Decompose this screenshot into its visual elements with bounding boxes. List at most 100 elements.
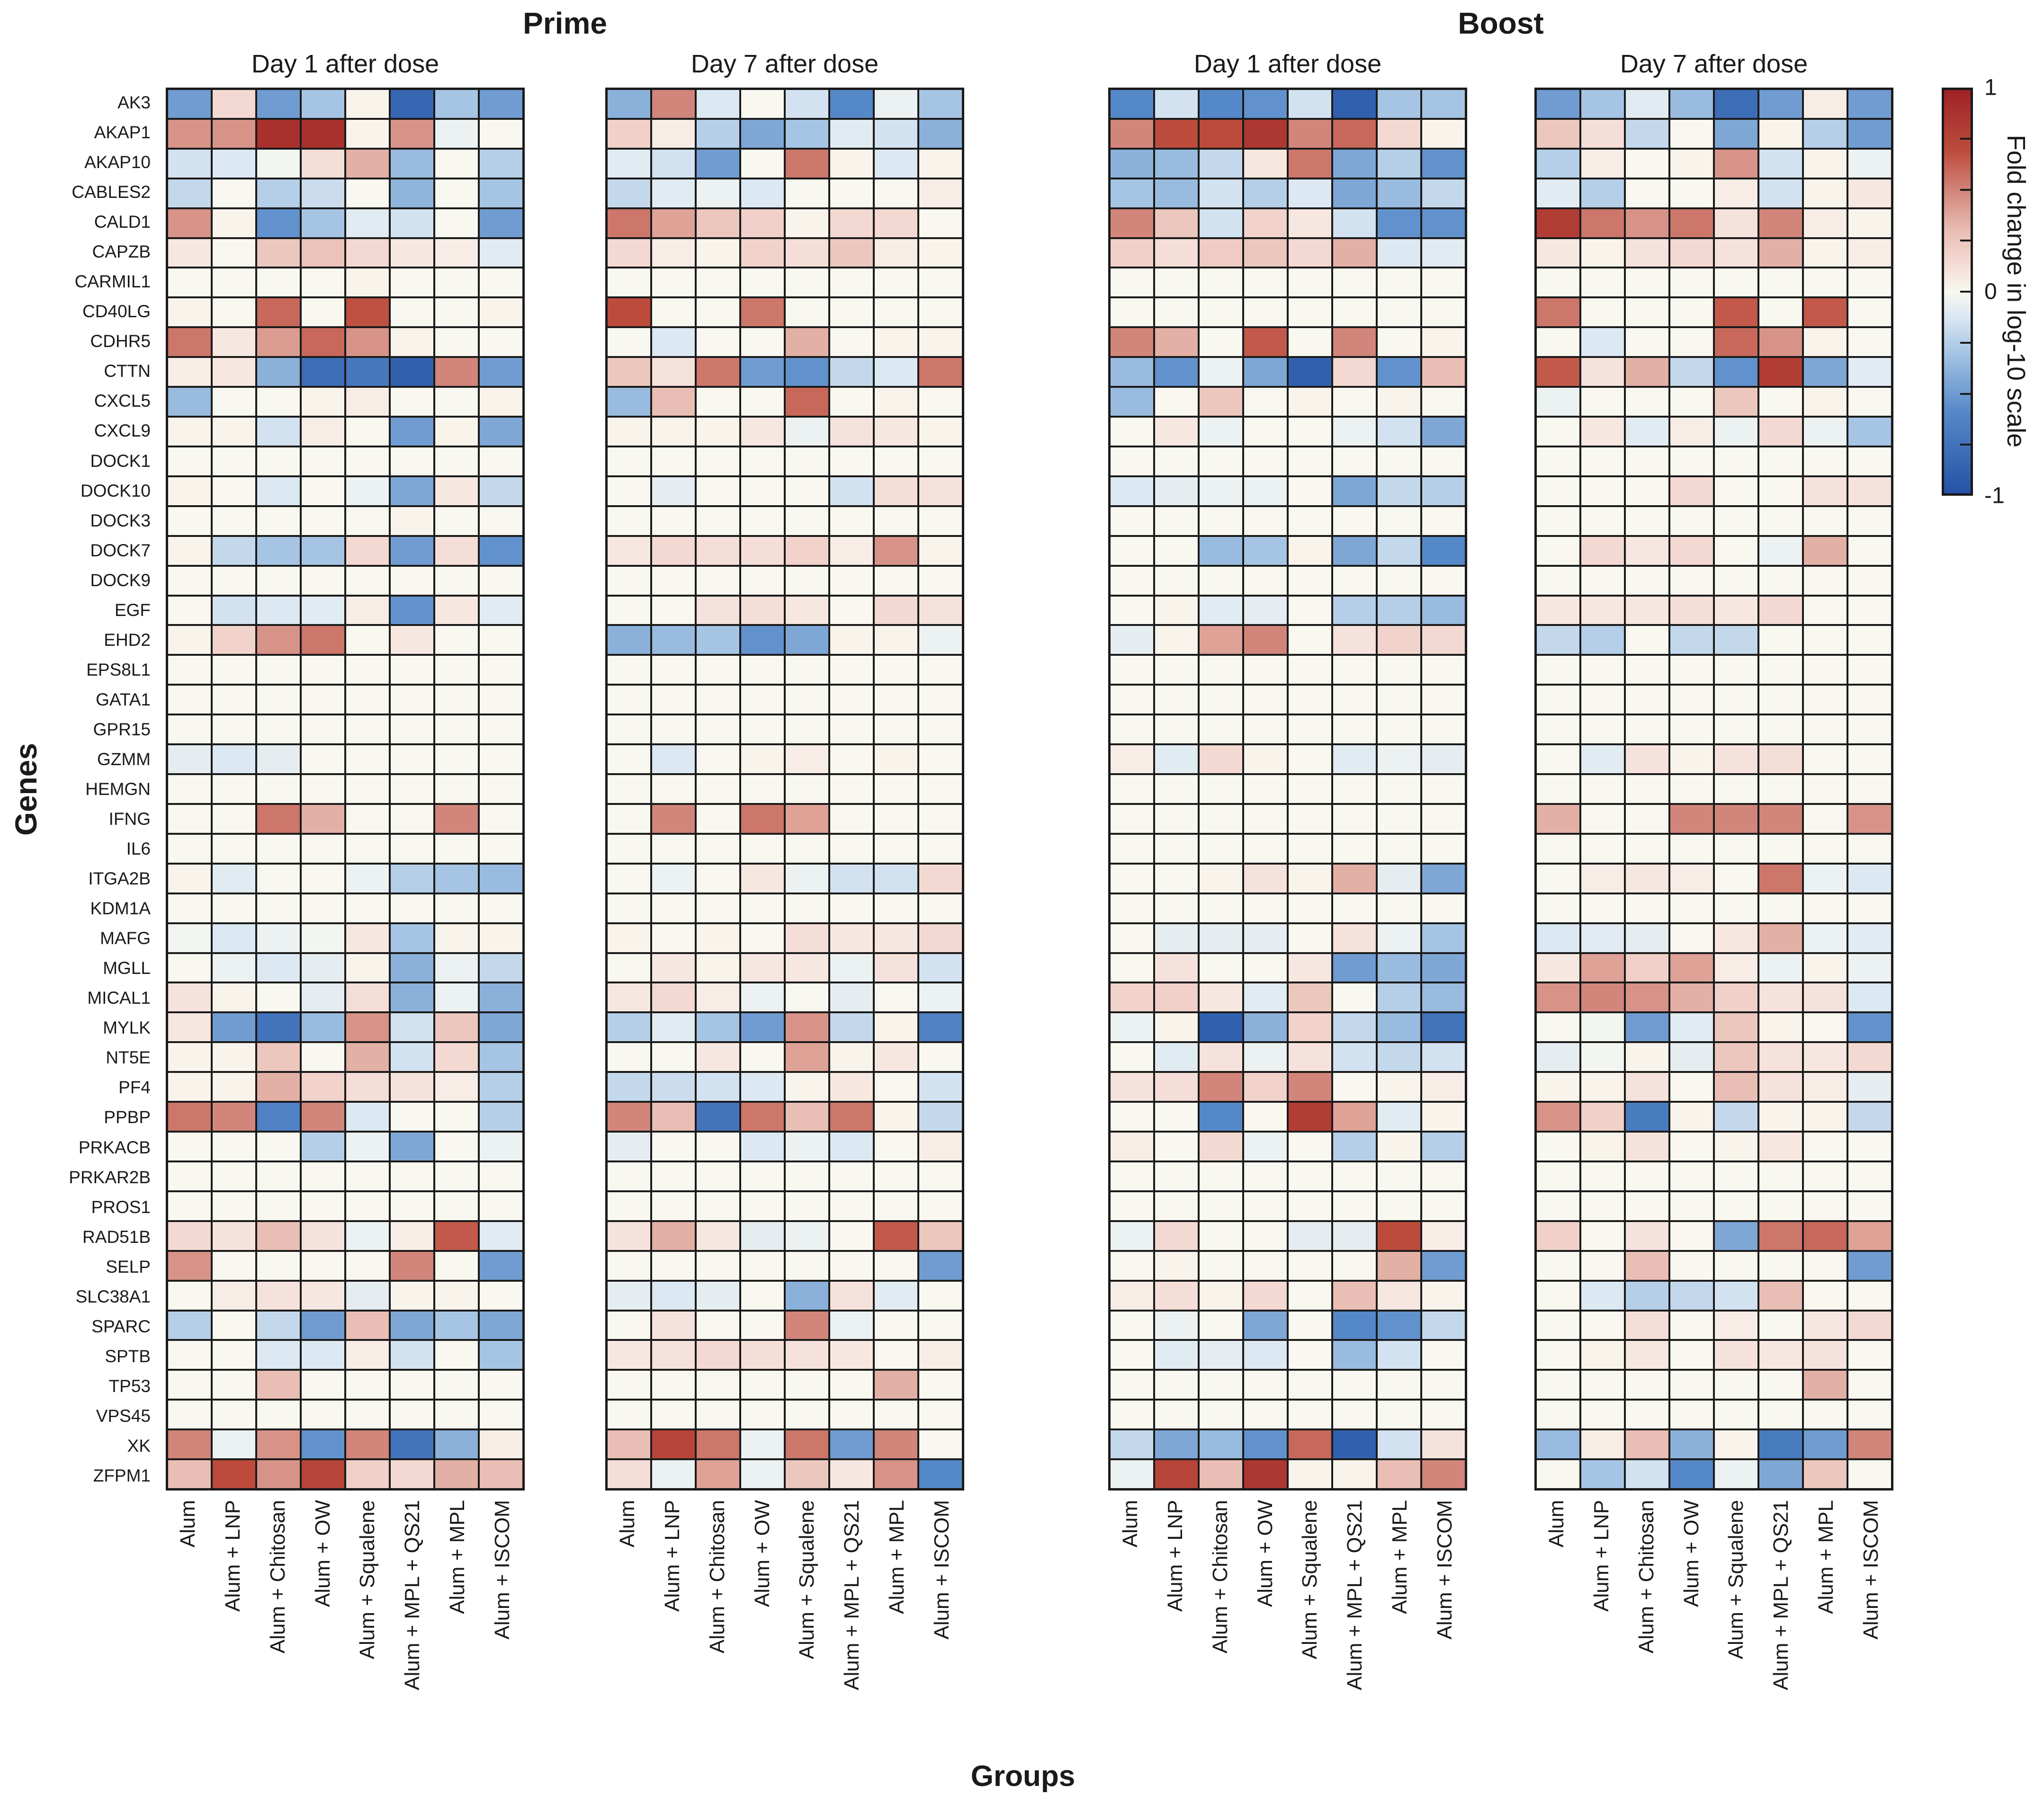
heatmap-cell xyxy=(168,864,211,893)
heatmap-cell xyxy=(1378,1073,1420,1101)
heatmap-cell xyxy=(1378,328,1420,357)
heatmap-cell xyxy=(1378,209,1420,237)
heatmap-cell xyxy=(346,775,389,803)
heatmap-cell xyxy=(1289,1311,1331,1339)
heatmap-cell xyxy=(786,1103,828,1131)
heatmap-cell xyxy=(1200,418,1242,446)
heatmap-cell xyxy=(1378,864,1420,893)
heatmap-cell xyxy=(1537,745,1579,774)
heatmap-cell xyxy=(1244,268,1287,297)
heatmap-cell xyxy=(1626,745,1668,774)
heatmap-cell xyxy=(1111,715,1153,744)
heatmap-cell xyxy=(391,179,433,207)
heatmap-cell xyxy=(1422,686,1465,714)
heatmap-cell xyxy=(1244,119,1287,148)
heatmap-cell xyxy=(1155,954,1198,982)
heatmap-cell xyxy=(1848,1013,1891,1042)
heatmap-cell xyxy=(1804,447,1847,475)
heatmap-cell xyxy=(608,119,650,148)
heatmap-cell xyxy=(1333,834,1376,863)
heatmap-cell xyxy=(1581,954,1624,982)
heatmap-cell xyxy=(1422,715,1465,744)
heatmap-cell xyxy=(1289,239,1331,267)
heatmap-cell xyxy=(1155,1311,1198,1339)
heatmap-cell xyxy=(1333,686,1376,714)
heatmap-cell xyxy=(435,209,478,237)
group-label-alum-mpl-qs21: Alum + MPL + QS21 xyxy=(840,1500,864,1690)
heatmap-cell xyxy=(435,1222,478,1250)
heatmap-cell xyxy=(1422,626,1465,654)
heatmap-cell xyxy=(1626,388,1668,416)
heatmap-cell xyxy=(1626,239,1668,267)
heatmap-cell xyxy=(168,1043,211,1071)
heatmap-cell xyxy=(1111,358,1153,386)
heatmap-cell xyxy=(257,1281,300,1310)
heatmap-cell xyxy=(168,418,211,446)
heatmap-cell xyxy=(1200,1133,1242,1160)
heatmap-cell xyxy=(741,1281,784,1310)
heatmap-cell xyxy=(391,1103,433,1131)
heatmap-cell xyxy=(1670,626,1713,654)
heatmap-cell xyxy=(830,894,873,922)
heatmap-cell xyxy=(1581,477,1624,505)
heatmap-cell xyxy=(1670,239,1713,267)
heatmap-cell xyxy=(1804,745,1847,774)
heatmap-cell xyxy=(1715,507,1757,535)
heatmap-cell xyxy=(1759,536,1802,565)
heatmap-cell xyxy=(1670,1311,1713,1339)
heatmap-cell xyxy=(213,1341,255,1369)
heatmap-cell xyxy=(741,745,784,774)
heatmap-cell xyxy=(1244,775,1287,803)
heatmap-cell xyxy=(1289,1401,1331,1429)
heatmap-cell xyxy=(1715,1311,1757,1339)
heatmap-cell xyxy=(346,626,389,654)
heatmap-cell xyxy=(1333,90,1376,118)
heatmap-cell xyxy=(391,358,433,386)
heatmap-cell xyxy=(830,924,873,952)
heatmap-cell xyxy=(168,715,211,744)
heatmap-cell xyxy=(1804,834,1847,863)
heatmap-cell xyxy=(1289,209,1331,237)
heatmap-cell xyxy=(1244,864,1287,893)
heatmap-cell xyxy=(391,834,433,863)
heatmap-cell xyxy=(391,656,433,684)
colorbar-tick xyxy=(1960,240,1971,242)
heatmap-cell xyxy=(919,1103,962,1131)
heatmap-cell xyxy=(1581,149,1624,178)
heatmap-cell xyxy=(1670,864,1713,893)
gene-label-mylk: MYLK xyxy=(103,1018,151,1038)
heatmap-cell xyxy=(652,626,695,654)
heatmap-cell xyxy=(1759,1371,1802,1399)
heatmap-cell xyxy=(435,804,478,833)
heatmap-cell xyxy=(1581,507,1624,535)
heatmap-cell xyxy=(1244,626,1287,654)
heatmap-cell xyxy=(257,1341,300,1369)
heatmap-cell xyxy=(391,1341,433,1369)
heatmap-cell xyxy=(1670,1103,1713,1131)
heatmap-cell xyxy=(1378,983,1420,1012)
heatmap-cell xyxy=(1715,1281,1757,1310)
heatmap-cell xyxy=(168,686,211,714)
heatmap-cell xyxy=(1848,1401,1891,1429)
heatmap-cell xyxy=(1537,1460,1579,1488)
heatmap-cell xyxy=(1626,1222,1668,1250)
heatmap-cell xyxy=(1200,1430,1242,1459)
heatmap-cell xyxy=(608,834,650,863)
heatmap-cell xyxy=(480,1222,522,1250)
heatmap-cell xyxy=(1581,358,1624,386)
heatmap-cell xyxy=(1848,298,1891,327)
heatmap-cell xyxy=(741,1192,784,1220)
heatmap-cell xyxy=(1155,209,1198,237)
heatmap-cell xyxy=(1759,209,1802,237)
heatmap-cell xyxy=(830,983,873,1012)
heatmap-cell xyxy=(435,149,478,178)
heatmap-cell xyxy=(697,1251,739,1280)
heatmap-cell xyxy=(1537,239,1579,267)
heatmap-cell xyxy=(1848,358,1891,386)
heatmap-cell xyxy=(1804,90,1847,118)
heatmap-cell xyxy=(435,1401,478,1429)
heatmap-cell xyxy=(652,447,695,475)
heatmap-cell xyxy=(480,1460,522,1488)
heatmap-cell xyxy=(435,358,478,386)
